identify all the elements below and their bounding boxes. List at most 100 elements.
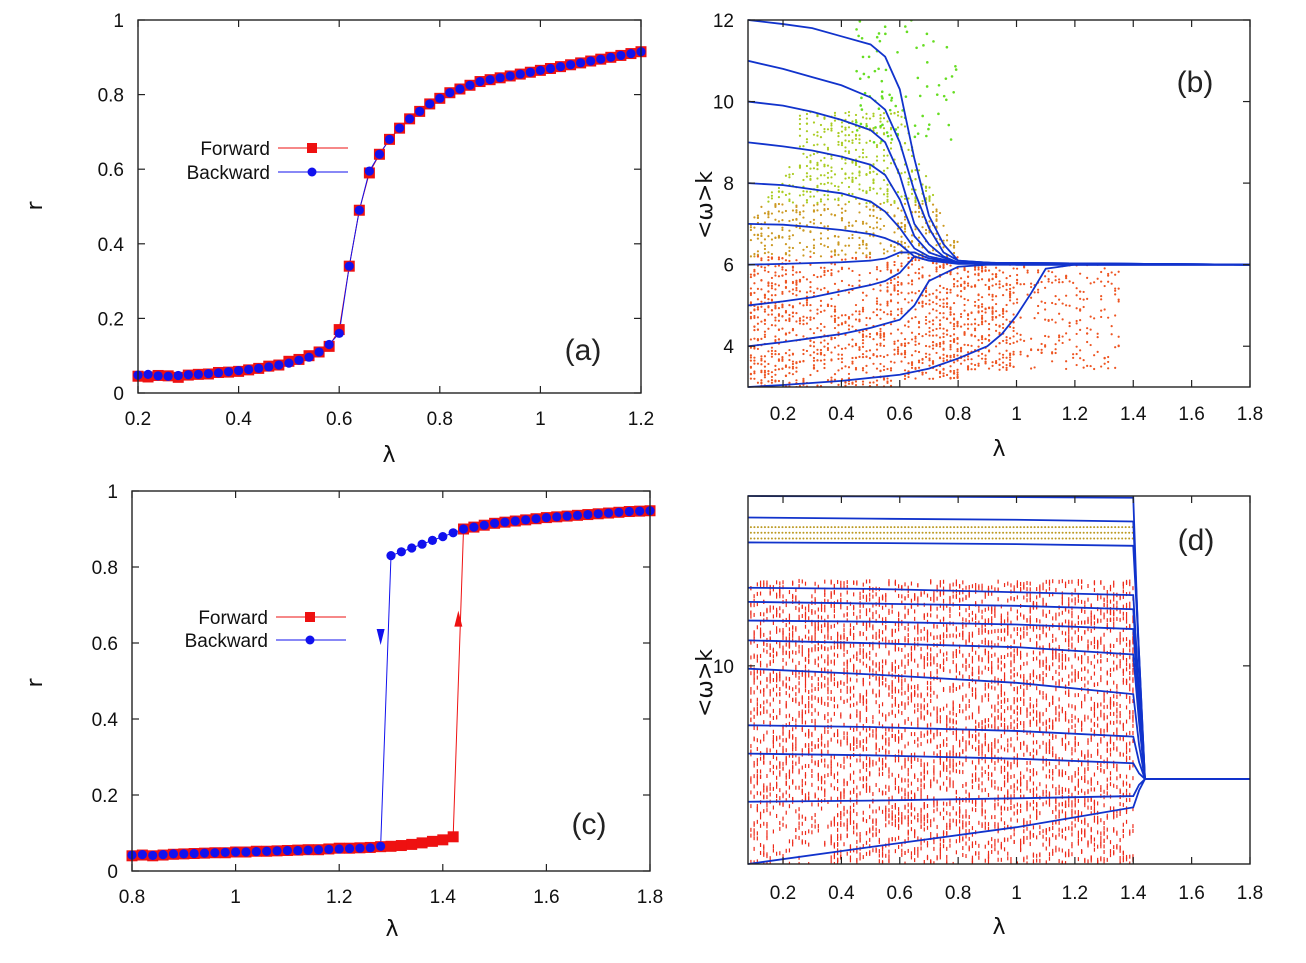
frequency-dot [840,121,844,124]
frequency-dot [998,286,1001,289]
frequency-dot [804,772,807,777]
frequency-dot [1117,345,1120,348]
frequency-dot [878,853,880,858]
frequency-dot [1023,531,1026,534]
frequency-dot [910,819,913,824]
frequency-dot [917,853,919,858]
backward-data-point [264,362,274,372]
frequency-dot [851,362,854,365]
frequency-dot [802,323,805,326]
frequency-dot [833,704,835,709]
frequency-dot [844,162,847,165]
frequency-dot [938,375,942,379]
frequency-dot [837,203,840,207]
frequency-dot [998,283,1001,286]
frequency-dot [763,669,765,674]
frequency-dot [837,762,839,767]
frequency-dot [977,298,980,302]
series-line [137,51,642,378]
frequency-dot [756,272,760,275]
frequency-dot [812,204,816,207]
frequency-dot [844,134,847,137]
frequency-dot [894,686,896,691]
frequency-dot [819,182,823,185]
frequency-dot [888,796,890,801]
frequency-dot [1054,537,1057,540]
frequency-dot [1001,356,1005,359]
frequency-dot [998,331,1001,334]
frequency-dot [900,123,903,126]
frequency-dot [798,607,800,612]
frequency-dot [853,789,855,794]
frequency-dot [779,788,781,793]
frequency-dot [910,721,913,726]
frequency-dot [894,581,896,586]
frequency-dot [760,337,763,341]
frequency-dot [865,663,868,668]
frequency-dot [753,329,756,332]
frequency-dot [879,370,882,373]
frequency-dot [924,302,928,305]
frequency-dot [865,819,868,824]
frequency-dot [898,736,900,741]
frequency-dot [881,734,884,739]
frequency-dot [875,355,879,358]
frequency-dot [798,227,802,230]
frequency-dot [811,731,813,736]
frequency-dot [901,732,903,737]
frequency-dot [846,818,848,823]
frequency-dot [928,334,931,337]
frequency-dot [788,254,791,257]
frequency-dot [875,35,879,39]
frequency-dot [956,280,959,283]
frequency-dot [910,802,913,807]
frequency-dot [766,747,768,752]
frequency-dot [882,377,886,380]
frequency-dot [885,791,887,796]
frequency-dot [801,709,803,714]
frequency-dot [840,816,842,821]
frequency-dot [881,771,884,776]
frequency-dot [903,377,907,381]
frequency-dot [924,344,928,348]
frequency-dot [900,360,903,363]
frequency-dot [756,803,758,808]
frequency-dot [840,267,844,271]
frequency-dot [977,354,980,357]
frequency-dot [763,335,767,339]
frequency-dot [956,336,959,340]
backward-data-point [596,54,606,64]
x-tick-label: 0.4 [828,404,855,425]
frequency-dot [862,650,864,655]
frequency-dot [865,689,868,694]
backward-data-point [241,847,251,857]
frequency-dot [791,218,795,221]
frequency-dot [859,122,863,126]
frequency-dot [889,162,893,165]
frequency-dot [963,280,966,283]
frequency-dot [863,91,867,95]
frequency-dot [846,661,848,666]
frequency-dot [878,676,880,681]
frequency-dot [886,289,889,292]
frequency-dot [1117,526,1120,529]
frequency-dot [882,133,886,136]
frequency-dot [967,531,970,534]
backward-data-point [415,106,425,116]
frequency-dot [844,365,847,368]
frequency-dot [847,291,851,294]
frequency-dot [798,687,800,692]
frequency-dot [1005,537,1008,540]
frequency-dot [830,820,832,825]
frequency-dot [798,756,800,761]
frequency-dot [907,653,909,658]
frequency-dot [914,315,917,319]
frequency-dot [904,678,906,683]
frequency-dot [1026,271,1029,274]
frequency-dot [782,738,784,743]
frequency-dot [798,211,802,214]
frequency-dot [1114,366,1117,369]
frequency-dot [767,362,770,366]
frequency-dot [970,368,973,371]
frequency-dot [849,643,852,648]
